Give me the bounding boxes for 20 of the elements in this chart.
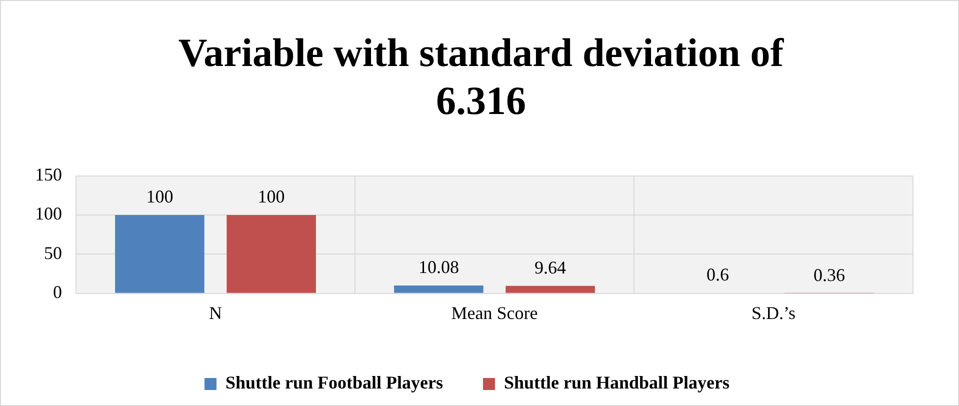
bar xyxy=(115,215,204,293)
y-tick-label: 150 xyxy=(35,164,62,185)
legend-label: Shuttle run Football Players xyxy=(225,372,443,393)
legend-label: Shuttle run Handball Players xyxy=(504,372,730,393)
bar xyxy=(394,286,484,293)
data-label: 100 xyxy=(146,186,174,207)
data-label: 0.36 xyxy=(814,264,846,285)
x-tick-label: N xyxy=(209,302,222,323)
y-tick-label: 50 xyxy=(44,242,62,263)
data-label: 9.64 xyxy=(534,258,566,278)
data-label: 100 xyxy=(258,186,285,207)
y-tick-label: 100 xyxy=(35,204,62,224)
bar xyxy=(226,215,316,293)
x-tick-label: Mean Score xyxy=(451,302,538,323)
bar xyxy=(506,286,595,293)
y-tick-label: 0 xyxy=(53,282,62,302)
data-label: 0.6 xyxy=(706,264,729,285)
chart-title: Variable with standard deviation of 6.316 xyxy=(177,29,785,125)
data-label: 10.08 xyxy=(418,257,459,278)
x-tick-label: S.D.’s xyxy=(751,302,796,323)
